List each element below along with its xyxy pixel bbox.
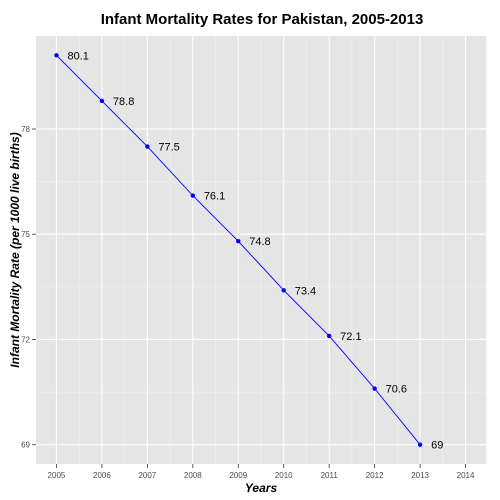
data-point — [145, 144, 150, 149]
y-tick-label: 69 — [21, 441, 30, 450]
data-label: 74.8 — [249, 236, 270, 248]
x-tick-label: 2010 — [275, 471, 293, 480]
y-tick-label: 78 — [21, 125, 30, 134]
x-tick-label: 2009 — [229, 471, 247, 480]
minor-gridlines — [36, 36, 486, 464]
data-label: 72.1 — [340, 331, 361, 343]
x-axis-ticks: 2005 2006 2007 2008 2009 2010 2011 2012 2013 2014 — [48, 464, 475, 480]
data-point — [281, 288, 286, 293]
data-point — [417, 442, 423, 447]
data-labels-group: 80.1 78.8 77.5 76.1 74.8 73.4 72.1 70.6 69 — [67, 50, 443, 451]
data-label: 69 — [431, 440, 443, 452]
x-tick-label: 2013 — [411, 471, 429, 480]
data-point — [99, 98, 105, 104]
major-gridlines — [36, 36, 486, 464]
x-tick-label: 2007 — [138, 471, 156, 480]
data-label: 78.8 — [113, 96, 134, 108]
y-tick-label: 72 — [21, 335, 30, 344]
x-tick-label: 2012 — [366, 471, 384, 480]
y-axis-title: Infant Mortality Rate (per 1000 live bir… — [8, 132, 22, 367]
y-tick-label: 75 — [21, 230, 30, 239]
data-label: 76.1 — [204, 191, 225, 203]
x-axis-title: Years — [245, 481, 278, 495]
series-group — [54, 53, 423, 447]
data-label: 70.6 — [386, 384, 407, 396]
y-axis-ticks: 69 72 75 78 — [21, 125, 36, 450]
x-tick-label: 2006 — [93, 471, 111, 480]
x-tick-label: 2014 — [457, 471, 475, 480]
x-tick-label: 2008 — [184, 471, 202, 480]
data-point — [190, 193, 196, 198]
x-tick-label: 2005 — [48, 471, 66, 480]
data-label: 73.4 — [295, 285, 316, 297]
data-point — [372, 386, 377, 391]
x-tick-label: 2011 — [321, 471, 339, 480]
data-point — [236, 239, 241, 244]
data-label: 80.1 — [67, 50, 88, 62]
data-point — [54, 53, 59, 58]
data-label: 77.5 — [158, 142, 179, 154]
data-point — [326, 333, 332, 339]
chart-title: Infant Mortality Rates for Pakistan, 200… — [101, 11, 424, 28]
